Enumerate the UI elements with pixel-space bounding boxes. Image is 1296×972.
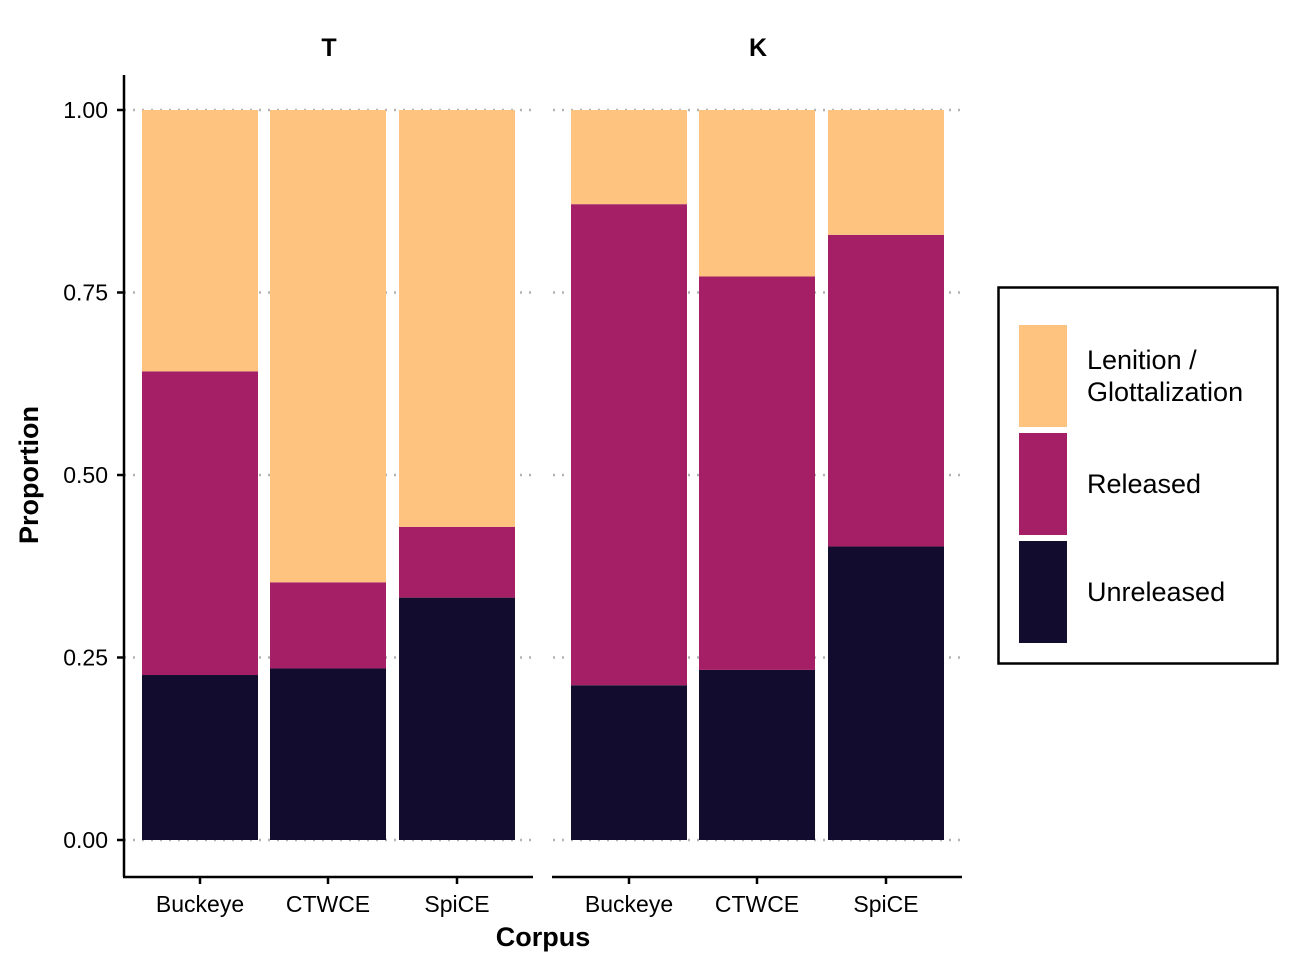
bar-segment (571, 685, 687, 840)
labels: Corpus Proportion 0.00 0.25 0.50 0.75 1.00 Bu… (14, 34, 919, 952)
legend-label: Released (1087, 469, 1201, 499)
bar-segment (699, 110, 815, 277)
bar-segment (270, 668, 386, 840)
bar-segment (399, 597, 515, 840)
legend-label: Unreleased (1087, 577, 1225, 607)
y-axis-title: Proportion (14, 406, 44, 544)
y-tick-label: 0.75 (63, 280, 108, 306)
y-tick-label: 0.50 (63, 462, 108, 488)
bar-segment (828, 234, 944, 547)
x-tick-label: Buckeye (156, 891, 244, 917)
y-tick-label: 0.00 (63, 827, 108, 853)
bar-segment (828, 110, 944, 235)
x-tick-label: SpiCE (853, 891, 918, 917)
facet-title: K (749, 34, 767, 62)
x-tick-label: SpiCE (424, 891, 489, 917)
bar-segment (142, 371, 258, 676)
bar-segment (270, 582, 386, 669)
bar-segment (571, 204, 687, 686)
bar-segment (699, 669, 815, 840)
x-axis-title: Corpus (496, 922, 591, 952)
bar-segment (270, 110, 386, 583)
y-tick-label: 0.25 (63, 645, 108, 671)
y-tick-label: 1.00 (63, 97, 108, 123)
axes (117, 75, 962, 884)
x-tick-label: CTWCE (715, 891, 799, 917)
legend-key (1019, 325, 1067, 427)
bar-segment (699, 276, 815, 670)
bar-segment (142, 675, 258, 840)
facet-title: T (321, 34, 336, 62)
legend-label: Lenition / (1087, 345, 1197, 375)
bar-segment (399, 526, 515, 598)
legend-key (1019, 541, 1067, 643)
bar-segment (828, 546, 944, 840)
legend: Lenition /Glottalization Released Unreleas… (997, 286, 1279, 665)
bars (142, 110, 944, 840)
legend-key (1019, 433, 1067, 535)
bar-segment (571, 110, 687, 205)
x-tick-label: CTWCE (286, 891, 370, 917)
bar-segment (142, 110, 258, 372)
legend-label: Glottalization (1087, 377, 1243, 407)
x-tick-label: Buckeye (585, 891, 673, 917)
bar-segment (399, 110, 515, 527)
